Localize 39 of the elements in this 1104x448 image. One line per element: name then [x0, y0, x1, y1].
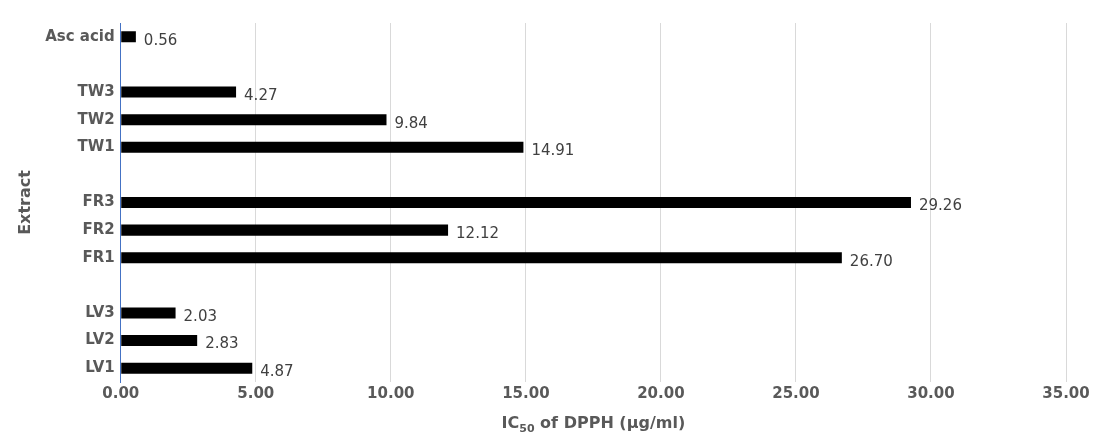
x-tick-label: 20.00	[637, 383, 685, 402]
data-label: 2.83	[205, 334, 239, 353]
bar	[121, 141, 524, 153]
y-tick-label: LV1	[85, 358, 115, 377]
y-tick-label: TW2	[77, 109, 115, 128]
bar	[121, 196, 911, 209]
y-axis-title: Extract	[14, 169, 34, 235]
bar	[121, 114, 387, 126]
data-label: 2.03	[183, 306, 217, 325]
y-tick-label: TW1	[77, 137, 115, 156]
x-tick-label: 10.00	[367, 383, 415, 402]
bar	[121, 307, 176, 319]
data-label: 0.56	[143, 30, 178, 49]
bar	[121, 335, 198, 347]
y-tick-label: FR1	[82, 247, 115, 266]
data-label: 12.12	[456, 224, 500, 243]
data-label: 14.91	[531, 141, 575, 160]
data-label: 26.70	[849, 251, 893, 270]
data-label: 9.84	[394, 113, 428, 132]
y-tick-label: LV3	[85, 302, 115, 321]
bar	[121, 86, 237, 98]
y-tick-label: FR3	[82, 192, 115, 211]
x-tick-label: 15.00	[502, 383, 550, 402]
bar	[121, 252, 842, 264]
x-tick-label: 35.00	[1042, 383, 1090, 402]
data-label: 4.87	[260, 362, 294, 381]
x-tick-label: 0.00	[102, 383, 140, 402]
y-tick-label: Asc acid	[45, 26, 115, 45]
y-tick-label: LV2	[85, 330, 115, 349]
x-tick-label: 30.00	[907, 383, 955, 402]
bar	[121, 224, 449, 236]
data-label: 29.26	[918, 196, 962, 215]
data-label: 4.27	[244, 85, 278, 104]
x-tick-label: 25.00	[772, 383, 820, 402]
bar	[121, 362, 253, 374]
x-tick-label: 5.00	[237, 383, 275, 402]
y-tick-label: FR2	[82, 220, 115, 239]
bar	[121, 31, 136, 43]
y-tick-label: TW3	[77, 81, 115, 100]
